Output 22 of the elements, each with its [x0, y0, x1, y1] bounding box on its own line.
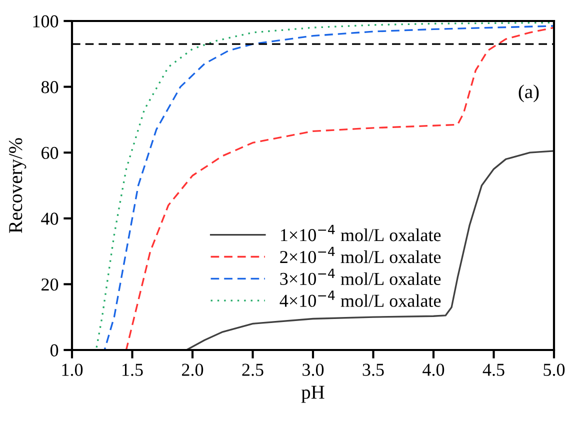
x-tick-label: 2.5 [242, 364, 264, 376]
x-tick-label: 5.0 [544, 364, 565, 376]
annotation: (a) [518, 84, 539, 102]
y-tick-label: 40 [41, 212, 58, 225]
x-tick-label: 2.0 [182, 364, 204, 376]
y-axis-title: Recovery/% [9, 138, 26, 233]
legend-label: 4×10$^{−4}$ mol/L oxalate [280, 290, 441, 307]
y-tick-label: 80 [41, 81, 58, 94]
x-axis-title: pH [301, 386, 324, 403]
y-tick-label: 60 [42, 146, 58, 160]
x-tick-label: 1.0 [62, 364, 83, 376]
x-tick-label: 3.5 [362, 364, 384, 376]
y-tick-label: 20 [42, 278, 58, 291]
y-tick-label: 0 [50, 344, 58, 356]
y-tick-label: 100 [33, 15, 58, 28]
legend-label: 1×10$^{−4}$ mol/L oxalate [280, 224, 441, 242]
x-tick-label: 4.5 [482, 364, 504, 376]
legend-label: 3×10$^{−4}$ mol/L oxalate [280, 268, 441, 286]
x-tick-label: 3.0 [302, 364, 324, 376]
legend-label: 2×10$^{−4}$ mol/L oxalate [280, 246, 441, 264]
x-tick-label: 4.0 [422, 364, 444, 376]
x-tick-label: 1.5 [122, 364, 143, 376]
